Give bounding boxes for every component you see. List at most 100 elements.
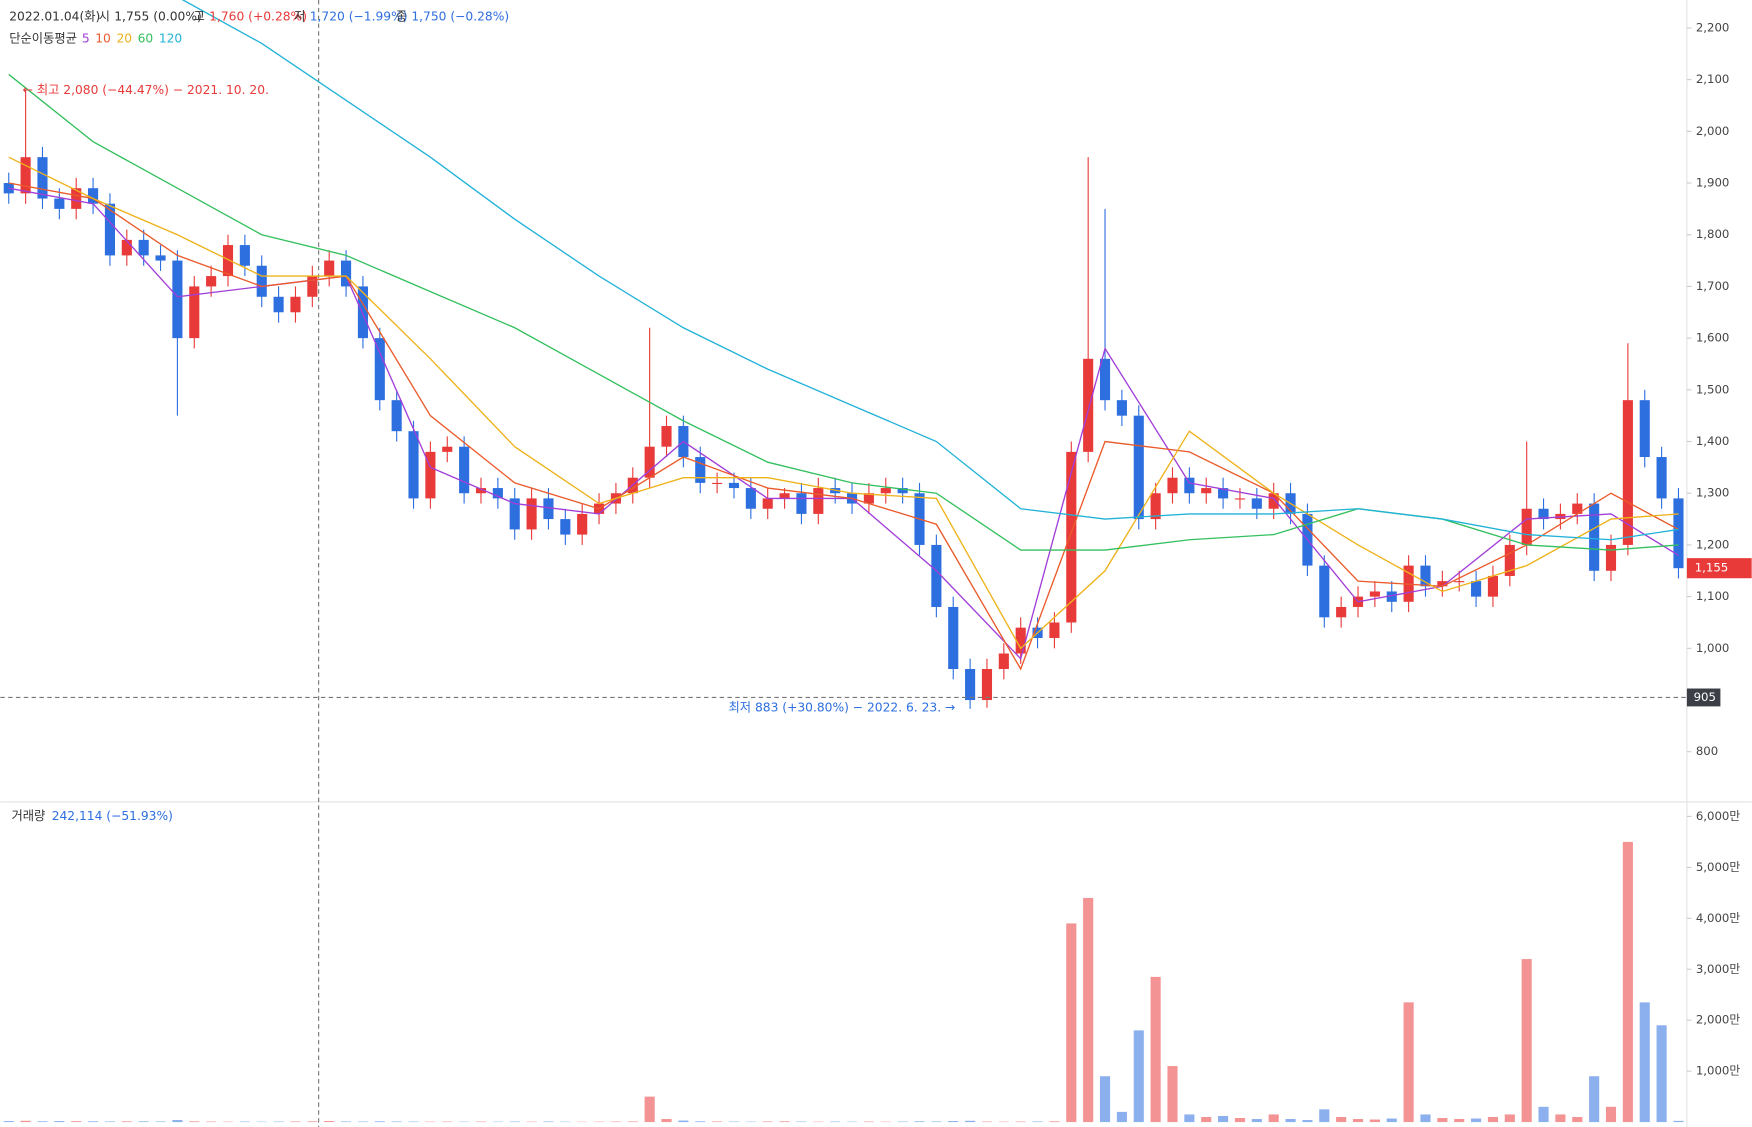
volume-bar [1268,1114,1279,1123]
legend-entry: 20 [116,32,132,46]
candle-body [1319,565,1330,618]
candle-body [1386,591,1397,602]
candle-body [526,498,537,530]
volume-bar [965,1120,976,1123]
open-value: 1,755 (0.00%) [114,9,202,23]
volume-bar [1302,1120,1313,1123]
volume-bar [1251,1119,1262,1123]
y-tick-label: 1,800 [1696,227,1730,241]
volume-bar [442,1121,453,1123]
volume-bar [931,1121,942,1123]
volume-bar [71,1121,82,1123]
candle-body [1234,498,1246,500]
volume-bar [796,1121,807,1123]
moving-average [181,0,1679,541]
volume-bar [1487,1116,1499,1123]
axes: 8009001,0001,1001,2001,3001,4001,5001,60… [0,20,1752,1078]
last-price-tag [1686,558,1752,579]
volume-bar [1083,897,1094,1123]
candle-body [206,276,217,287]
candle-body [762,498,773,509]
y-tick-label: 1,900 [1696,176,1730,190]
volume-bar [357,1121,368,1123]
volume-bar [1403,1002,1414,1123]
y-tick-label: 2,000 [1696,124,1730,138]
volume-bar [1369,1119,1380,1123]
volume-bar [1538,1106,1549,1123]
crosshair-tag [1686,688,1721,707]
candle-body [155,255,166,261]
header: 2022.01.04(화) 시 1,755 (0.00%) 고 1,760 (+… [9,9,955,823]
candle-body [357,286,368,339]
y-tick-label: 2,100 [1696,72,1730,86]
high-value: 1,760 (+0.28%) [209,9,307,23]
candle-body [1133,415,1144,520]
last-price-label: 1,155 [1695,561,1729,575]
close-value: 1,750 (−0.28%) [411,9,509,23]
candle-body [509,498,520,530]
volume-bar [948,1121,959,1123]
candle-body [172,260,183,339]
candle-body [256,265,267,297]
volume-summary: 242,114 (−51.93%) [52,809,173,823]
candle-body [442,446,453,452]
volume-bar [914,1121,925,1123]
candle-body [1336,606,1347,618]
volume-bar [290,1121,301,1123]
volume-bar [3,1121,14,1123]
volume-bar [1420,1114,1431,1123]
candle-body [577,513,588,535]
legend-entry: 60 [138,32,154,46]
candle-body [324,260,335,277]
volume-tick-label: 5,000만 [1696,860,1741,874]
candle-body [931,544,942,607]
candle-body [948,606,959,670]
volume-pane [3,841,1684,1123]
volume-bar [1605,1106,1617,1123]
volume-bar [509,1121,520,1123]
candle-body [1015,627,1026,654]
volume-bar [374,1121,385,1123]
candle-body [222,245,234,277]
volume-bar [37,1121,48,1123]
candle-body [307,276,318,297]
volume-bar [678,1120,689,1123]
volume-bar [273,1121,284,1123]
candle-body [1639,400,1650,458]
candle-body [745,488,756,509]
low-value: 1,720 (−1.99%) [310,9,408,23]
volume-bar [1319,1109,1330,1123]
crosshair-label: 905 [1694,690,1716,704]
candle-body [54,198,65,209]
legend-entry: 5 [82,32,90,46]
candle-body [475,488,487,494]
candle-body [998,653,1009,670]
candle-body [880,488,891,494]
candle-body [239,245,250,266]
candle-body [796,493,807,514]
volume-bar [1555,1114,1566,1123]
ma-label: 단순이동평균 [9,32,77,46]
y-tick-label: 800 [1696,744,1718,758]
close-label: 종 [396,9,407,23]
candle-body [189,286,200,339]
volume-bar [728,1121,740,1123]
y-tick-label: 2,200 [1696,20,1730,34]
candle-body [374,338,385,401]
volume-bar [54,1121,65,1123]
volume-bar [88,1121,99,1123]
candle-body [37,157,48,199]
candle-body [661,426,672,447]
candle-body [1572,503,1583,514]
moving-average [8,156,1679,650]
candle-body [1201,488,1212,494]
volume-bar [1133,1030,1144,1123]
legend-entry: 10 [95,32,111,46]
volume-bar [644,1096,655,1123]
candle-body [1049,622,1060,638]
volume-bar [341,1121,352,1123]
candle-body [273,296,284,313]
volume-bar [695,1121,706,1123]
volume-bar [1521,959,1532,1123]
